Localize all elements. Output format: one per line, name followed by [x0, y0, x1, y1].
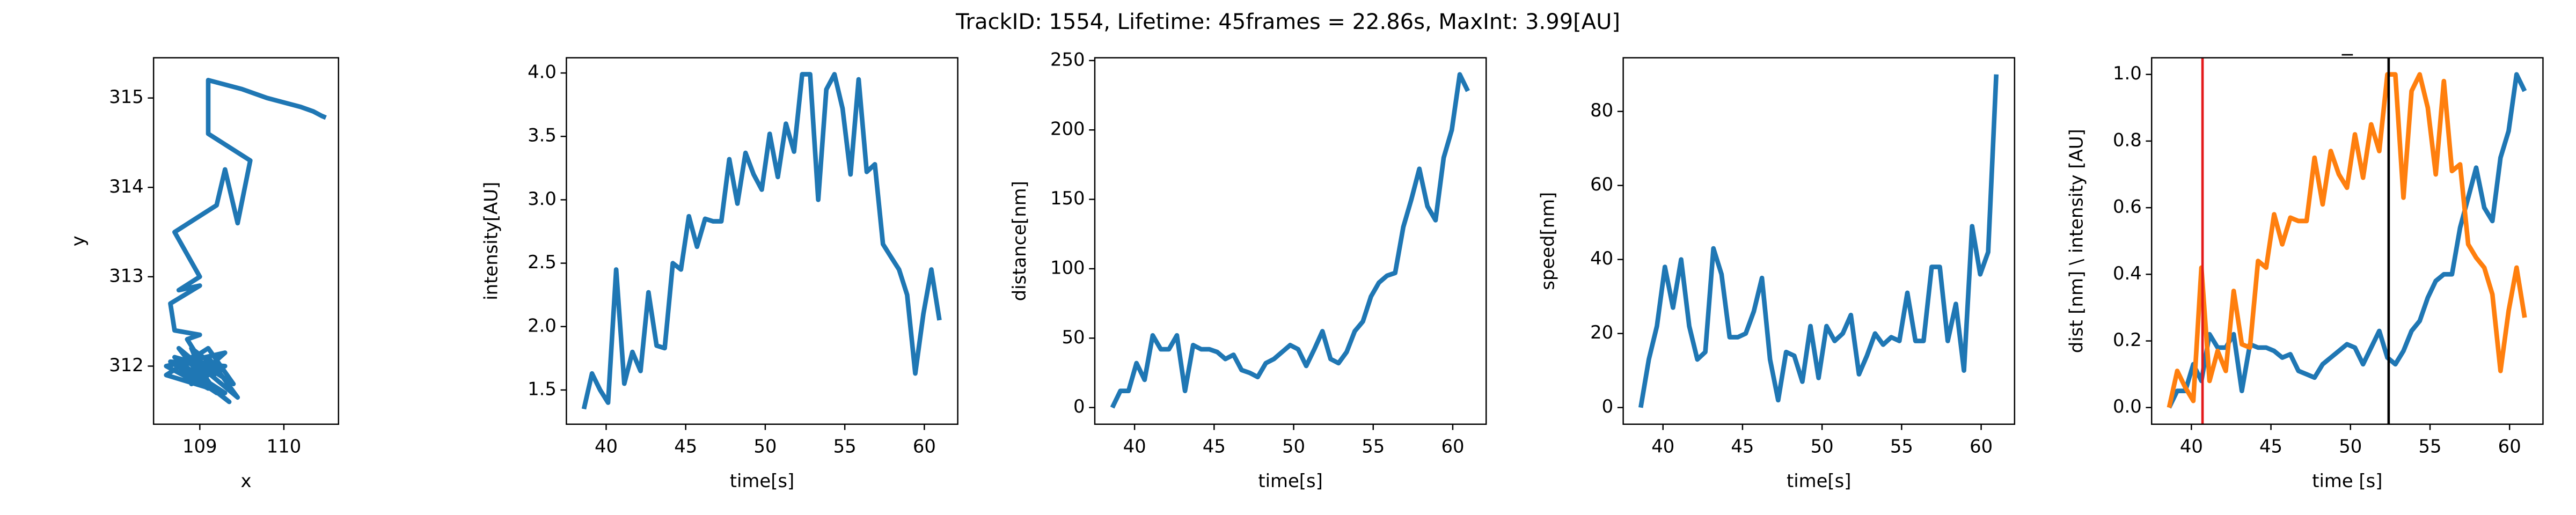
y-tick-label: 80: [1590, 100, 1613, 121]
axes-frame: [2151, 57, 2544, 425]
data-line: [581, 72, 942, 410]
x-tick-label: 40: [595, 436, 618, 457]
y-tick-label: 1.5: [528, 378, 557, 399]
y-tick-label: 0.4: [2113, 263, 2142, 284]
axes-frame: [1094, 57, 1487, 425]
x-tick-label: 110: [267, 436, 302, 457]
y-tick-label: 0.0: [2113, 396, 2142, 417]
x-tick-label: 50: [753, 436, 777, 457]
y-tick-label: 2.0: [528, 315, 557, 336]
y-tick-label: 0: [1073, 396, 1085, 417]
y-tick-label: 2.5: [528, 252, 557, 273]
x-axis-label: time[s]: [730, 470, 794, 491]
axes-frame: [152, 57, 339, 425]
data-line: [1638, 74, 1999, 408]
x-tick-label: 45: [1731, 436, 1754, 457]
y-tick-label: 50: [1062, 327, 1085, 348]
y-tick-label: 40: [1590, 248, 1613, 269]
x-axis-label: x: [240, 470, 251, 491]
y-tick-label: 315: [109, 86, 144, 107]
y-tick-label: 20: [1590, 322, 1613, 343]
y-tick-label: 313: [109, 265, 144, 286]
y-axis-label: distance[nm]: [1009, 181, 1030, 301]
axes-frame: [566, 57, 958, 425]
y-tick-label: 100: [1050, 257, 1085, 278]
x-axis-label: time[s]: [1258, 470, 1322, 491]
x-tick-label: 50: [1282, 436, 1305, 457]
x-tick-label: 60: [913, 436, 936, 457]
x-tick-label: 50: [2339, 436, 2362, 457]
data-line: [164, 78, 327, 404]
x-tick-label: 55: [1890, 436, 1913, 457]
figure-title: TrackID: 1554, Lifetime: 45frames = 22.8…: [955, 10, 1620, 34]
y-tick-label: 1.0: [2113, 63, 2142, 84]
x-tick-label: 45: [1203, 436, 1226, 457]
y-axis-label: y: [68, 236, 89, 246]
y-tick-label: 200: [1050, 119, 1085, 139]
y-tick-label: 314: [109, 176, 144, 197]
x-tick-label: 50: [1811, 436, 1834, 457]
x-axis-label: time [s]: [2312, 470, 2382, 491]
x-tick-label: 55: [2418, 436, 2441, 457]
y-tick-label: 312: [109, 355, 144, 376]
x-tick-label: 60: [2498, 436, 2521, 457]
y-axis-label: dist [nm] \ intensity [AU]: [2066, 129, 2087, 353]
y-tick-label: 0.2: [2113, 329, 2142, 350]
data-line: [1110, 72, 1470, 409]
y-tick-label: 250: [1050, 49, 1085, 70]
y-tick-label: 60: [1590, 174, 1613, 195]
x-axis-label: time[s]: [1787, 470, 1851, 491]
y-tick-label: 0.8: [2113, 129, 2142, 150]
y-axis-label: intensity[AU]: [480, 182, 501, 300]
x-tick-label: 55: [833, 436, 857, 457]
x-tick-label: 60: [1441, 436, 1464, 457]
y-tick-label: 4.0: [528, 62, 557, 83]
chart-title: _: [2341, 31, 2353, 56]
x-tick-label: 40: [1651, 436, 1674, 457]
x-tick-label: 45: [674, 436, 697, 457]
y-tick-label: 0: [1602, 396, 1614, 417]
y-tick-label: 150: [1050, 188, 1085, 209]
x-tick-label: 55: [1362, 436, 1385, 457]
x-tick-label: 40: [1123, 436, 1146, 457]
x-tick-label: 40: [2180, 436, 2203, 457]
y-tick-label: 3.5: [528, 125, 557, 146]
y-tick-label: 0.6: [2113, 196, 2142, 217]
x-tick-label: 60: [1970, 436, 1993, 457]
y-axis-label: speed[nm]: [1538, 192, 1558, 290]
x-tick-label: 109: [182, 436, 217, 457]
x-tick-label: 45: [2259, 436, 2282, 457]
data-line: [2167, 72, 2527, 408]
y-tick-label: 3.0: [528, 188, 557, 209]
axes-frame: [1622, 57, 2016, 425]
